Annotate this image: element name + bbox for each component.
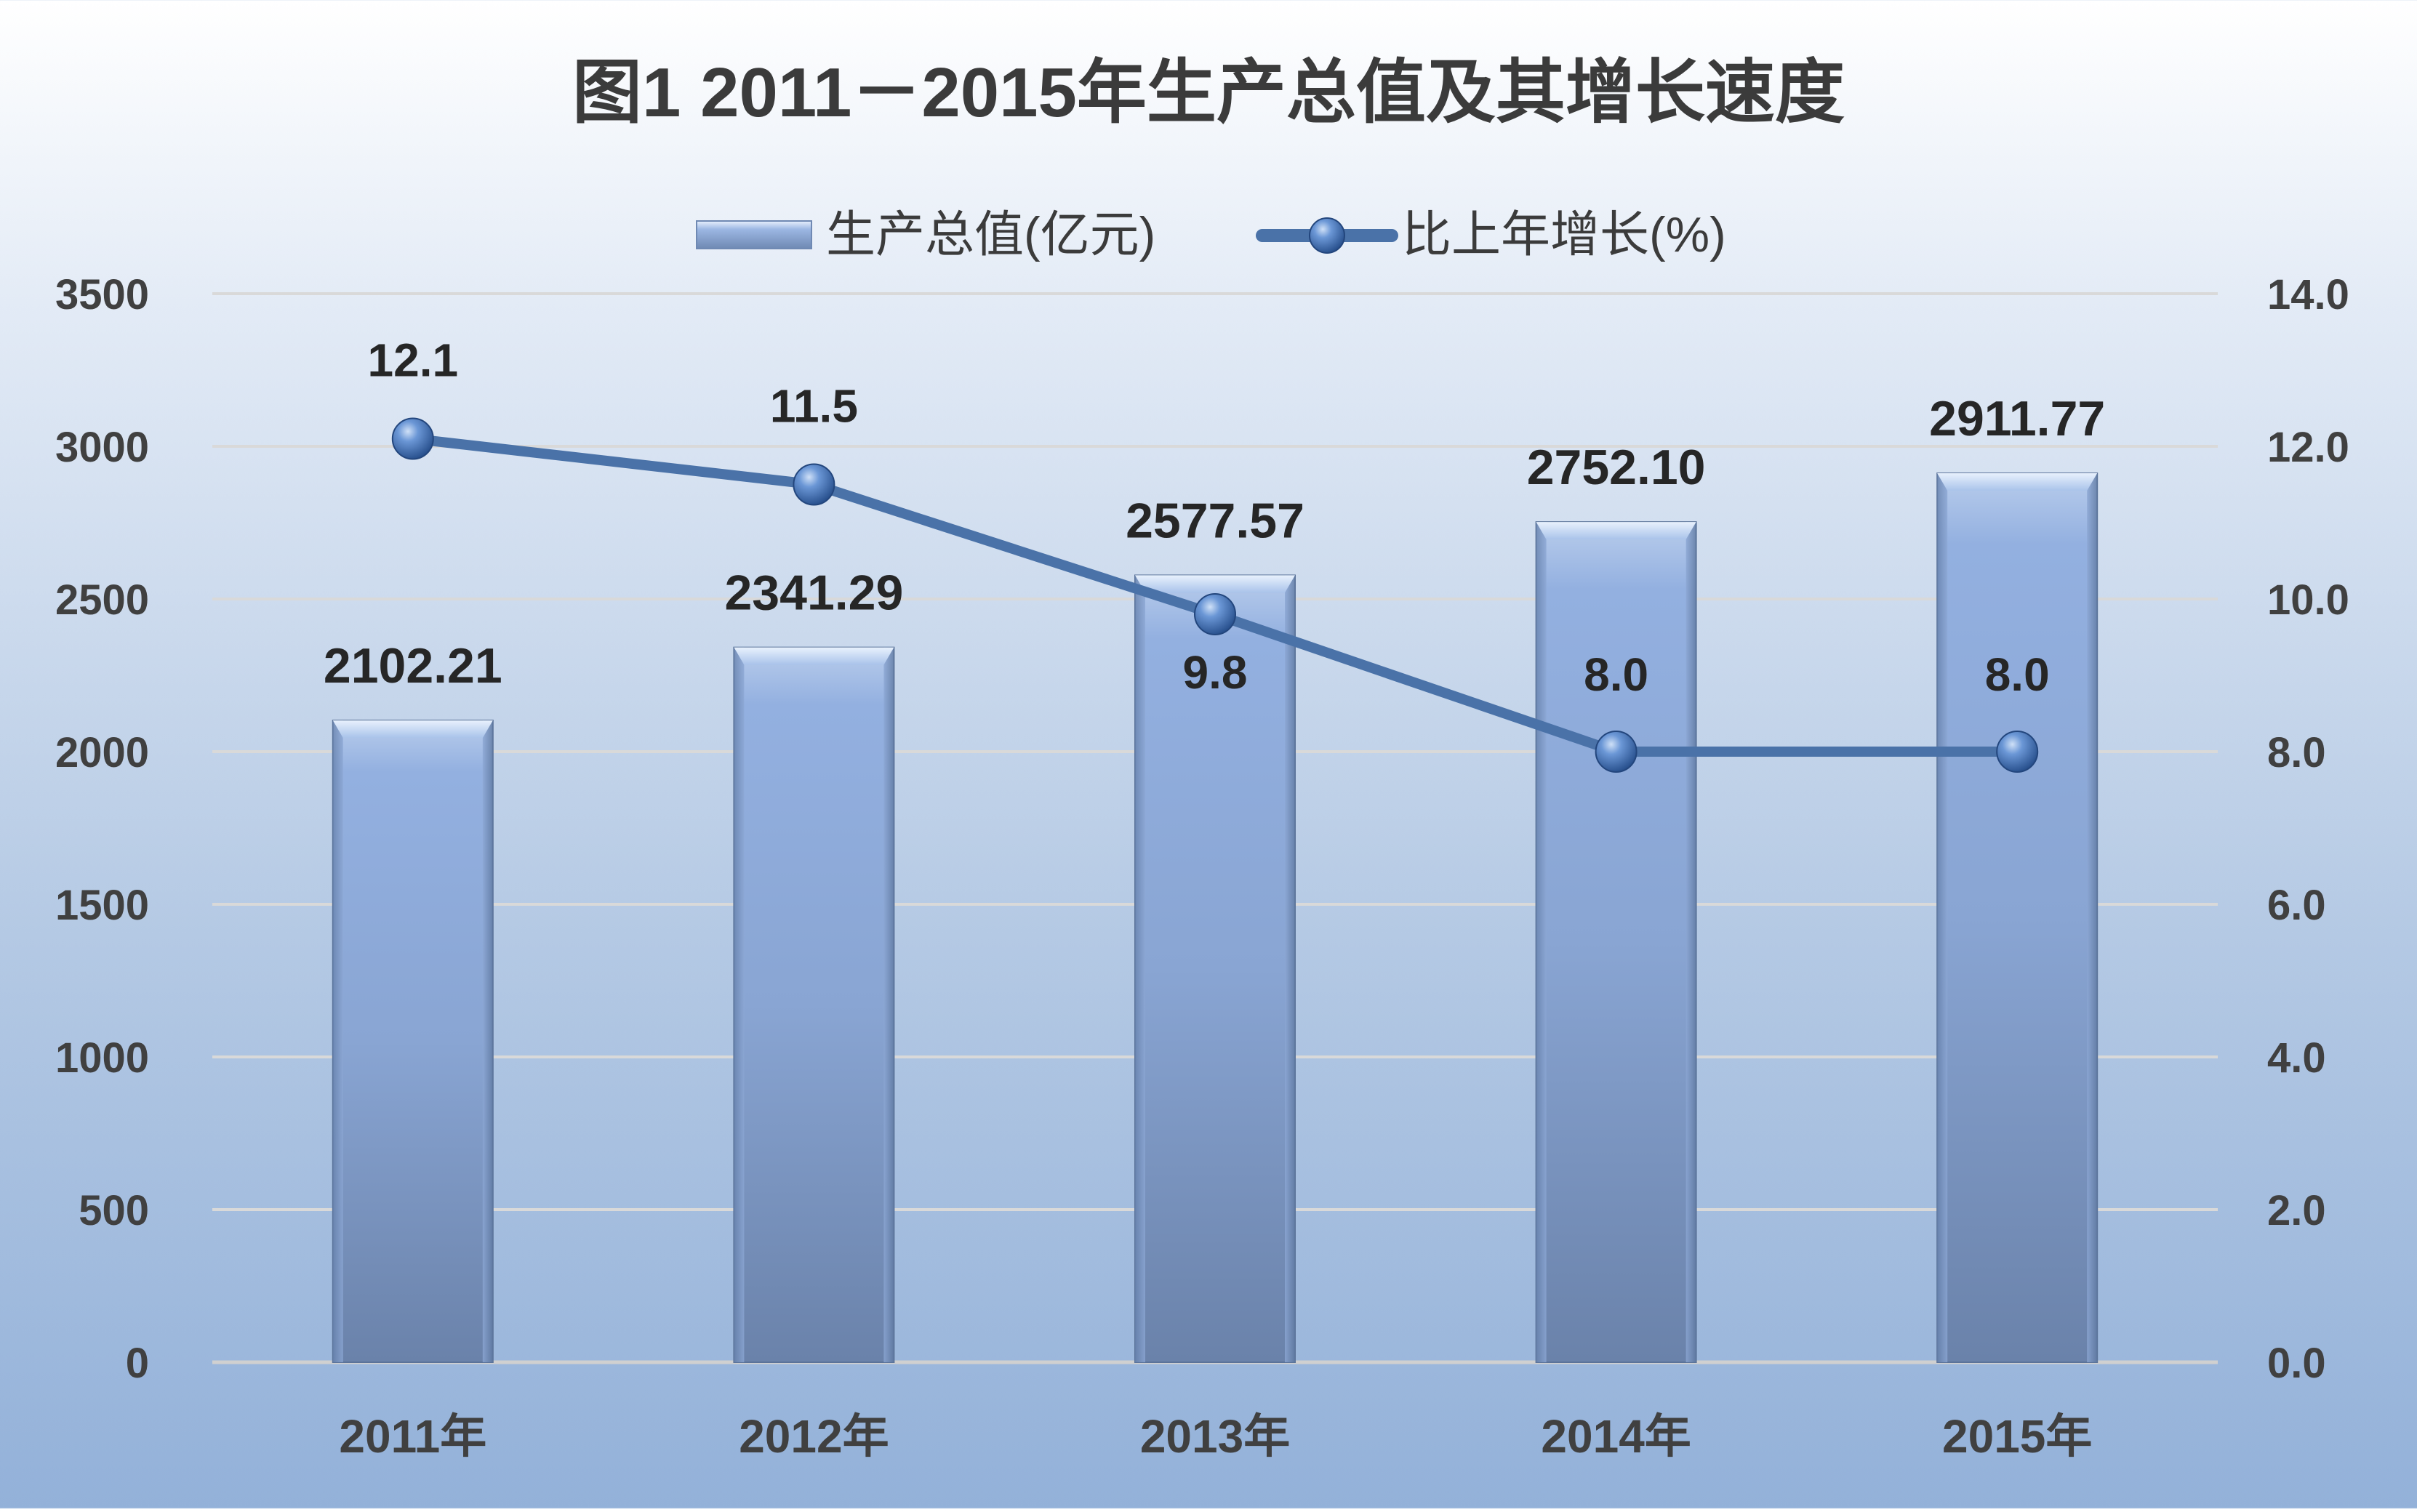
right-tick-label: 8.0 <box>2267 729 2326 776</box>
bar-body <box>1134 574 1296 1363</box>
bar-bevel-top <box>1135 575 1295 593</box>
growth-marker <box>1194 593 1236 635</box>
x-tick-label: 2013年 <box>1140 1410 1290 1463</box>
growth-marker <box>391 417 434 460</box>
left-tick-label: 2500 <box>55 576 149 624</box>
left-tick-label: 3000 <box>55 424 149 471</box>
bar <box>1535 521 1697 1363</box>
legend: 生产总值(亿元) 比上年增长(%) <box>696 207 1726 262</box>
left-tick-label: 1500 <box>55 882 149 929</box>
bar-bevel-left <box>1937 473 1948 1362</box>
x-tick-label: 2015年 <box>1942 1410 2092 1463</box>
bar-data-label: 2577.57 <box>1126 493 1304 548</box>
bar <box>1936 472 2099 1363</box>
line-data-label: 8.0 <box>1985 648 2050 701</box>
bar-bevel-left <box>1135 575 1145 1362</box>
bar-bevel-top <box>734 647 894 665</box>
left-tick-label: 2000 <box>55 729 149 776</box>
bar-bevel-right <box>482 720 493 1362</box>
line-data-label: 11.5 <box>770 380 858 433</box>
bar-bevel-top <box>1536 522 1696 540</box>
bar <box>733 646 895 1363</box>
right-tick-label: 0.0 <box>2267 1340 2326 1387</box>
left-tick-label: 500 <box>79 1187 149 1234</box>
bar-data-label: 2752.10 <box>1527 440 1706 495</box>
bar-bevel-right <box>883 647 894 1362</box>
bar-bevel-top <box>1937 473 2098 491</box>
data-labels: 2102.21 2341.29 2577.57 2752.10 2911.77 12.1 1… <box>324 334 2105 701</box>
legend-swatch-marker <box>1309 217 1345 254</box>
legend-swatch-bar <box>696 220 812 249</box>
bar-body <box>1535 521 1697 1363</box>
chart-title: 图1 2011－2015年生产总值及其增长速度 <box>572 54 1845 132</box>
legend-label-growth: 比上年增长(%) <box>1402 207 1726 262</box>
bar-body <box>733 646 895 1363</box>
bar-bevel-left <box>734 647 745 1362</box>
left-tick-label: 1000 <box>55 1034 149 1082</box>
left-tick-label: 0 <box>126 1340 149 1387</box>
growth-marker <box>1595 731 1638 773</box>
x-tick-label: 2012年 <box>739 1410 889 1463</box>
bar-bevel-left <box>1536 522 1547 1363</box>
bar-bevel-right <box>1686 522 1696 1363</box>
x-tick-label: 2011年 <box>339 1410 486 1463</box>
line-data-label: 9.8 <box>1183 646 1248 699</box>
bar-bevel-left <box>332 720 343 1362</box>
x-tick-label: 2014年 <box>1541 1410 1691 1463</box>
right-tick-label: 14.0 <box>2267 271 2349 318</box>
right-tick-label: 10.0 <box>2267 576 2349 624</box>
bar-data-label: 2911.77 <box>1929 391 2105 446</box>
growth-marker <box>1996 731 2039 773</box>
x-axis: 2011年 2012年 2013年 2014年 2015年 <box>339 1410 2092 1463</box>
bar-body <box>332 720 494 1363</box>
right-tick-label: 12.0 <box>2267 424 2349 471</box>
line-data-label: 12.1 <box>368 334 459 387</box>
legend-label-gdp: 生产总值(亿元) <box>826 207 1155 262</box>
right-y-axis: 0.0 2.0 4.0 6.0 8.0 10.0 12.0 14.0 <box>2267 271 2349 1387</box>
right-tick-label: 4.0 <box>2267 1034 2326 1082</box>
legend-item-growth: 比上年增长(%) <box>1256 207 1726 262</box>
bar <box>1134 574 1296 1363</box>
bar-bevel-top <box>332 720 493 739</box>
bar-data-label: 2102.21 <box>324 638 502 693</box>
bars <box>332 472 2099 1363</box>
line-data-label: 8.0 <box>1584 648 1648 701</box>
growth-line <box>391 417 2039 773</box>
bar-body <box>1936 472 2099 1363</box>
bar <box>332 720 494 1363</box>
left-y-axis: 0 500 1000 1500 2000 2500 3000 3500 <box>55 271 149 1387</box>
legend-item-gdp: 生产总值(亿元) <box>696 207 1155 262</box>
left-tick-label: 3500 <box>55 271 149 318</box>
bar-data-label: 2341.29 <box>724 566 903 621</box>
right-tick-label: 6.0 <box>2267 882 2326 929</box>
bar-bevel-right <box>2087 473 2098 1362</box>
growth-marker <box>793 463 835 506</box>
right-tick-label: 2.0 <box>2267 1187 2326 1234</box>
bar-bevel-right <box>1285 575 1295 1362</box>
